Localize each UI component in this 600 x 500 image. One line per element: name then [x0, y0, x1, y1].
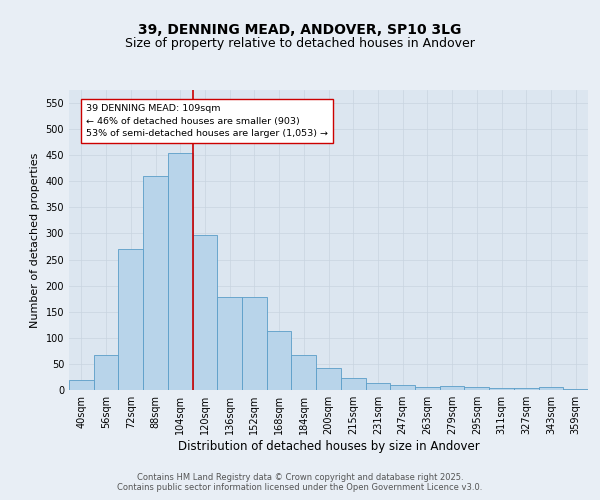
Text: 39 DENNING MEAD: 109sqm
← 46% of detached houses are smaller (903)
53% of semi-d: 39 DENNING MEAD: 109sqm ← 46% of detache…	[86, 104, 328, 138]
Bar	[143, 176, 168, 390]
Bar	[341, 378, 365, 390]
Bar	[440, 386, 464, 390]
Bar	[365, 383, 390, 390]
Bar	[563, 389, 588, 390]
Bar	[489, 388, 514, 390]
Bar	[514, 388, 539, 390]
Bar	[292, 354, 316, 390]
Bar	[415, 388, 440, 390]
Bar	[464, 388, 489, 390]
Bar	[69, 380, 94, 390]
X-axis label: Distribution of detached houses by size in Andover: Distribution of detached houses by size …	[178, 440, 479, 453]
Text: Contains HM Land Registry data © Crown copyright and database right 2025.
Contai: Contains HM Land Registry data © Crown c…	[118, 473, 482, 492]
Text: 39, DENNING MEAD, ANDOVER, SP10 3LG: 39, DENNING MEAD, ANDOVER, SP10 3LG	[139, 22, 461, 36]
Text: Size of property relative to detached houses in Andover: Size of property relative to detached ho…	[125, 38, 475, 51]
Bar	[168, 152, 193, 390]
Y-axis label: Number of detached properties: Number of detached properties	[30, 152, 40, 328]
Bar	[193, 234, 217, 390]
Bar	[390, 385, 415, 390]
Bar	[316, 368, 341, 390]
Bar	[118, 249, 143, 390]
Bar	[217, 297, 242, 390]
Bar	[94, 354, 118, 390]
Bar	[539, 388, 563, 390]
Bar	[267, 331, 292, 390]
Bar	[242, 297, 267, 390]
